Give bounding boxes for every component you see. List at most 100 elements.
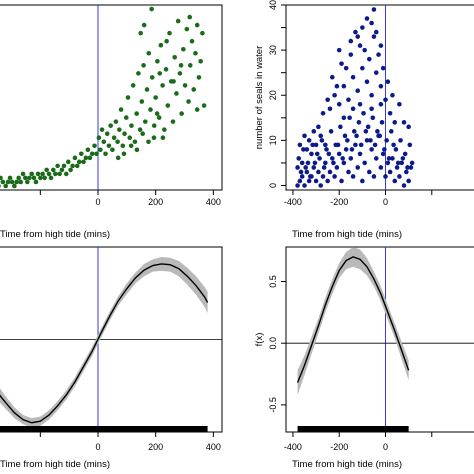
data-point (325, 97, 330, 103)
rug (297, 426, 409, 432)
data-point (25, 179, 30, 185)
data-point (61, 163, 67, 169)
data-point (355, 34, 361, 39)
data-point (369, 147, 374, 152)
data-point (20, 171, 26, 177)
data-point (96, 135, 102, 141)
data-point (83, 155, 89, 161)
data-point (194, 107, 200, 112)
data-point (353, 29, 358, 35)
data-point (383, 97, 388, 103)
data-point (68, 167, 73, 173)
data-point (326, 151, 332, 157)
data-point (128, 143, 134, 149)
data-point (132, 139, 138, 145)
data-point (309, 151, 314, 157)
data-point (101, 139, 107, 145)
panel-0-marks (0, 6, 207, 189)
data-point (361, 110, 366, 116)
data-point (182, 83, 188, 88)
data-point (362, 160, 367, 166)
data-point (314, 151, 320, 157)
data-point (391, 142, 396, 148)
data-point (355, 165, 361, 170)
data-point (170, 119, 176, 124)
data-point (393, 147, 399, 152)
data-point (115, 155, 121, 161)
data-point (198, 59, 203, 64)
data-point (380, 65, 386, 71)
data-point (379, 120, 385, 125)
data-point (125, 95, 131, 100)
y-axis-label: f(x) (254, 333, 265, 347)
data-point (388, 129, 394, 134)
data-point (331, 160, 336, 166)
data-point (29, 171, 34, 177)
data-point (311, 129, 317, 134)
rug (0, 426, 208, 432)
x-tick-label: -400 (284, 197, 302, 207)
data-point (46, 171, 52, 177)
data-point (316, 169, 321, 175)
confidence-band (297, 247, 409, 395)
data-point (329, 156, 335, 161)
data-point (397, 174, 402, 179)
data-point (383, 174, 388, 179)
data-point (99, 127, 105, 132)
x-tick-label: 0 (95, 442, 100, 452)
data-point (149, 75, 155, 80)
data-point (51, 167, 56, 173)
data-point (72, 155, 78, 161)
data-point (367, 56, 372, 62)
y-tick-label: 10 (268, 135, 278, 145)
data-point (38, 175, 43, 181)
data-point (23, 175, 28, 181)
data-point (347, 115, 352, 121)
data-point (408, 165, 414, 170)
data-point (343, 147, 349, 152)
data-point (44, 167, 49, 173)
data-point (160, 135, 166, 141)
x-tick-label: -200 (330, 197, 348, 207)
x-tick-label: 200 (148, 442, 163, 452)
data-point (310, 142, 315, 148)
data-point (319, 138, 325, 143)
data-point (406, 124, 411, 130)
data-point (401, 183, 407, 188)
data-point (178, 63, 184, 68)
data-point (14, 179, 19, 185)
data-point (55, 163, 60, 169)
data-point (175, 18, 181, 24)
data-point (59, 167, 65, 173)
data-point (87, 155, 93, 161)
data-point (144, 87, 150, 92)
data-point (121, 151, 127, 157)
data-point (162, 127, 167, 132)
data-point (404, 169, 409, 175)
data-point (405, 165, 410, 170)
data-point (348, 38, 354, 44)
data-point (400, 156, 406, 161)
data-point (191, 87, 197, 92)
data-point (302, 183, 307, 188)
data-point (385, 79, 391, 85)
data-point (321, 165, 327, 170)
data-point (302, 133, 307, 139)
data-point (367, 169, 372, 175)
data-point (295, 165, 300, 170)
data-point (334, 83, 340, 89)
data-point (376, 52, 381, 57)
data-point (12, 183, 17, 189)
data-point (373, 156, 379, 161)
y-tick-label: 30 (268, 45, 278, 55)
data-point (397, 101, 402, 107)
data-point (407, 142, 413, 148)
data-point (346, 169, 351, 175)
data-point (154, 111, 160, 116)
data-point (387, 169, 393, 175)
data-point (3, 183, 9, 189)
data-point (139, 99, 145, 104)
data-point (364, 79, 370, 85)
data-point (298, 169, 304, 175)
data-point (0, 184, 1, 188)
